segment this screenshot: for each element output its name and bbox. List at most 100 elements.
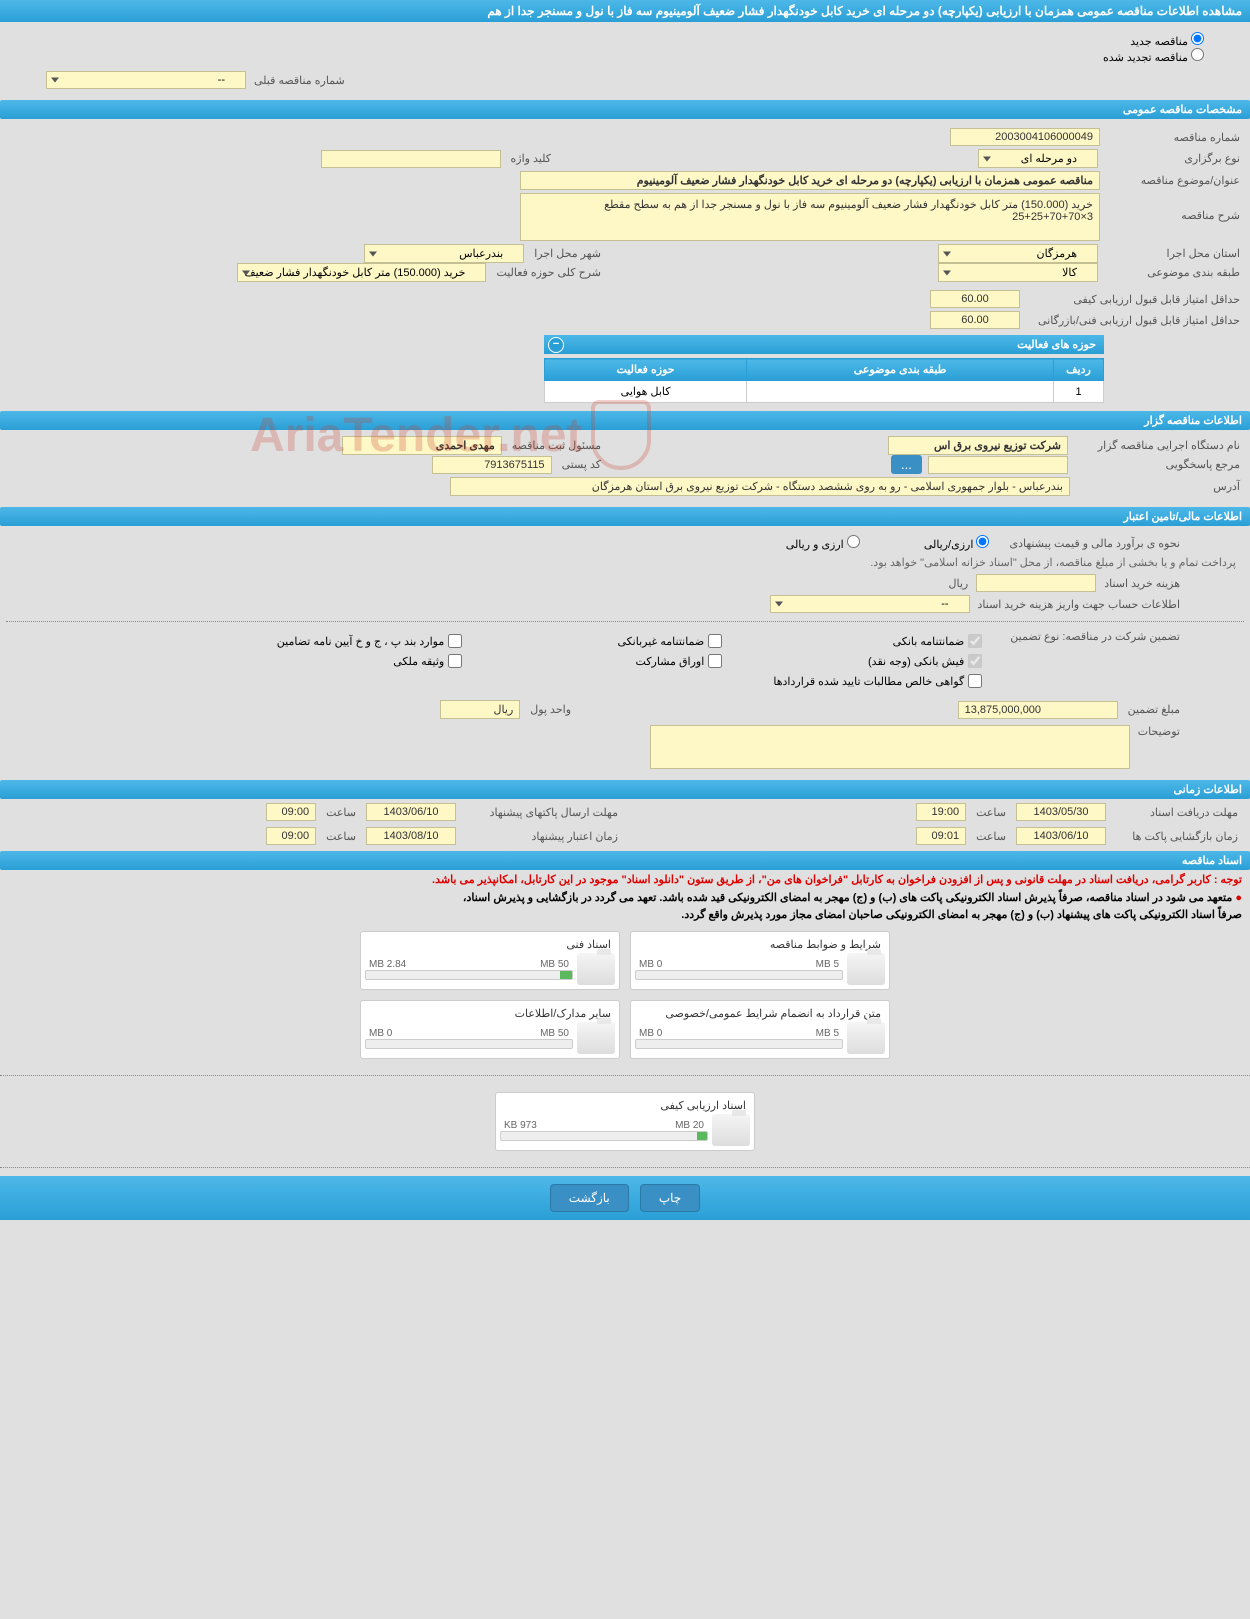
receive-date: 1403/05/30 [1016, 803, 1106, 821]
address-label: آدرس [1074, 480, 1244, 493]
notes-label: توضیحات [1134, 725, 1184, 738]
doc-used: 0 MB [369, 1028, 392, 1039]
radio-renewed[interactable] [1191, 48, 1204, 61]
section-financial: اطلاعات مالی/تامین اعتبار [0, 507, 1250, 526]
col-scope: حوزه فعالیت [545, 359, 747, 381]
section-documents: اسناد مناقصه [0, 851, 1250, 870]
document-item[interactable]: سایر مدارک/اطلاعات 50 MB 0 MB [360, 1000, 620, 1059]
postal-label: کد پستی [558, 458, 605, 471]
type-dropdown[interactable]: دو مرحله ای [978, 149, 1098, 168]
category-dropdown[interactable]: کالا [938, 263, 1098, 282]
doc-title: متن قرارداد به انضمام شرایط عمومی/خصوصی [635, 1005, 885, 1022]
prev-tender-label: شماره مناقصه قبلی [250, 74, 349, 87]
notice-red: توجه : کاربر گرامی، دریافت اسناد در مهلت… [0, 870, 1250, 889]
separator-3 [0, 1167, 1250, 1168]
doc-total: 50 MB [540, 1028, 569, 1039]
subject-label: عنوان/موضوع مناقصه [1104, 174, 1244, 187]
province-label: استان محل اجرا [1104, 247, 1244, 260]
payment-note: پرداخت تمام و یا بخشی از مبلغ مناقصه، از… [6, 554, 1244, 571]
open-date: 1403/06/10 [1016, 827, 1106, 845]
section-organizer: اطلاعات مناقصه گزار [0, 411, 1250, 430]
validity-time: 09:00 [266, 827, 316, 845]
unit-label: واحد پول [526, 703, 575, 716]
doc-used: 2.84 MB [369, 959, 406, 970]
cell-scope: کابل هوایی [545, 381, 747, 403]
progress-bar [500, 1131, 708, 1141]
scope-dropdown[interactable]: خرید (150.000) متر کابل خودنگهدار فشار ض… [237, 263, 486, 282]
document-item[interactable]: شرایط و ضوابط مناقصه 5 MB0 MB [630, 931, 890, 990]
radio-new[interactable] [1191, 32, 1204, 45]
cb-cert-label: گواهی خالص مطالبات تایید شده قراردادها [773, 675, 964, 688]
separator-2 [0, 1075, 1250, 1076]
cb-reg[interactable] [448, 634, 462, 648]
cb-bank[interactable] [968, 634, 982, 648]
receive-time: 19:00 [916, 803, 966, 821]
contact-lookup-button[interactable]: ... [891, 455, 922, 474]
estimate-label: نحوه ی برآورد مالی و قیمت پیشنهادی [1005, 537, 1184, 550]
doc-used: 973 KB [504, 1120, 537, 1131]
notice-commit-1: ● متعهد می شود در اسناد مناقصه، صرفاً پذ… [0, 889, 1250, 906]
cb-property-label: وثیقه ملکی [393, 655, 444, 668]
activities-header: حوزه های فعالیت − [544, 335, 1104, 354]
prev-tender-dropdown[interactable]: -- [46, 71, 246, 89]
cb-nonbank-label: ضمانتنامه غیربانکی [617, 635, 704, 648]
time-label-4: ساعت [322, 830, 360, 843]
subject-field: مناقصه عمومی همزمان با ارزیابی (یکپارچه)… [520, 171, 1100, 190]
radio-both-label: ارزی و ریالی [786, 539, 844, 551]
document-item[interactable]: اسناد ارزیابی کیفی 20 MB973 KB [495, 1092, 755, 1151]
org-name-label: نام دستگاه اجرایی مناقصه گزار [1074, 439, 1244, 452]
notice-commit-2: صرفاً اسناد الکترونیکی پاکت های پیشنهاد … [0, 906, 1250, 923]
doc-fee-unit: ریال [944, 577, 972, 590]
min-quality-value: 60.00 [930, 290, 1020, 308]
activities-table: ردیف طبقه بندی موضوعی حوزه فعالیت 1 کابل… [544, 358, 1104, 403]
back-button[interactable]: بازگشت [550, 1184, 629, 1212]
notes-field[interactable] [650, 725, 1130, 769]
cb-bonds[interactable] [708, 654, 722, 668]
account-dropdown[interactable]: -- [770, 595, 970, 613]
time-label-2: ساعت [322, 806, 360, 819]
amount-field: 13,875,000,000 [958, 701, 1118, 719]
doc-used: 0 MB [639, 959, 662, 970]
print-button[interactable]: چاپ [640, 1184, 700, 1212]
section-timing: اطلاعات زمانی [0, 780, 1250, 799]
single-document: اسناد ارزیابی کیفی 20 MB973 KB [0, 1084, 1250, 1159]
amount-label: مبلغ تضمین [1124, 703, 1184, 716]
type-label: نوع برگزاری [1104, 152, 1244, 165]
button-bar: چاپ بازگشت [0, 1176, 1250, 1220]
city-dropdown[interactable]: بندرعباس [364, 244, 524, 263]
desc-field: خرید (150.000) متر کابل خودنگهدار فشار ض… [520, 193, 1100, 241]
province-dropdown[interactable]: هرمزگان [938, 244, 1098, 263]
document-item[interactable]: متن قرارداد به انضمام شرایط عمومی/خصوصی … [630, 1000, 890, 1059]
open-label: زمان بازگشایی پاکت ها [1112, 830, 1242, 843]
radio-rial[interactable] [976, 535, 989, 548]
doc-fee-label: هزینه خرید اسناد [1100, 577, 1184, 590]
folder-icon [577, 953, 615, 985]
unit-field: ریال [440, 700, 520, 719]
keyword-field[interactable] [321, 150, 501, 168]
contact-field[interactable] [928, 456, 1068, 474]
submit-label: مهلت ارسال پاکتهای پیشنهاد [462, 806, 622, 819]
validity-label: زمان اعتبار پیشنهاد [462, 830, 622, 843]
cb-nonbank[interactable] [708, 634, 722, 648]
doc-title: اسناد ارزیابی کیفی [500, 1097, 750, 1114]
doc-title: شرایط و ضوابط مناقصه [635, 936, 885, 953]
min-tech-value: 60.00 [930, 311, 1020, 329]
tender-mode-radios: مناقصه جدید مناقصه تجدید شده [6, 28, 1244, 68]
org-name: شرکت توزیع نیروی برق اس [888, 436, 1068, 455]
cb-cash[interactable] [968, 654, 982, 668]
collapse-icon[interactable]: − [548, 337, 564, 353]
doc-title: سایر مدارک/اطلاعات [365, 1005, 615, 1022]
submit-time: 09:00 [266, 803, 316, 821]
document-item[interactable]: اسناد فنی 50 MB2.84 MB [360, 931, 620, 990]
radio-both[interactable] [847, 535, 860, 548]
doc-fee-field[interactable] [976, 574, 1096, 592]
cb-cert[interactable] [968, 674, 982, 688]
min-tech-label: حداقل امتیاز قابل قبول ارزیابی فنی/بازرگ… [1024, 314, 1244, 327]
number-label: شماره مناقصه [1104, 131, 1244, 144]
cb-property[interactable] [448, 654, 462, 668]
folder-icon [847, 1022, 885, 1054]
keyword-label: کلید واژه [507, 152, 555, 165]
receive-label: مهلت دریافت اسناد [1112, 806, 1242, 819]
validity-date: 1403/08/10 [366, 827, 456, 845]
cb-reg-label: موارد بند پ ، ج و خ آیین نامه تضامین [277, 635, 444, 648]
